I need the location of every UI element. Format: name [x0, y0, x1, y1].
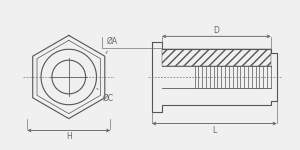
Polygon shape — [162, 49, 271, 66]
Text: ØA: ØA — [106, 37, 118, 54]
Text: H: H — [66, 132, 72, 141]
Text: D: D — [213, 26, 219, 35]
Text: L: L — [212, 126, 217, 135]
Text: ØC: ØC — [97, 88, 114, 103]
